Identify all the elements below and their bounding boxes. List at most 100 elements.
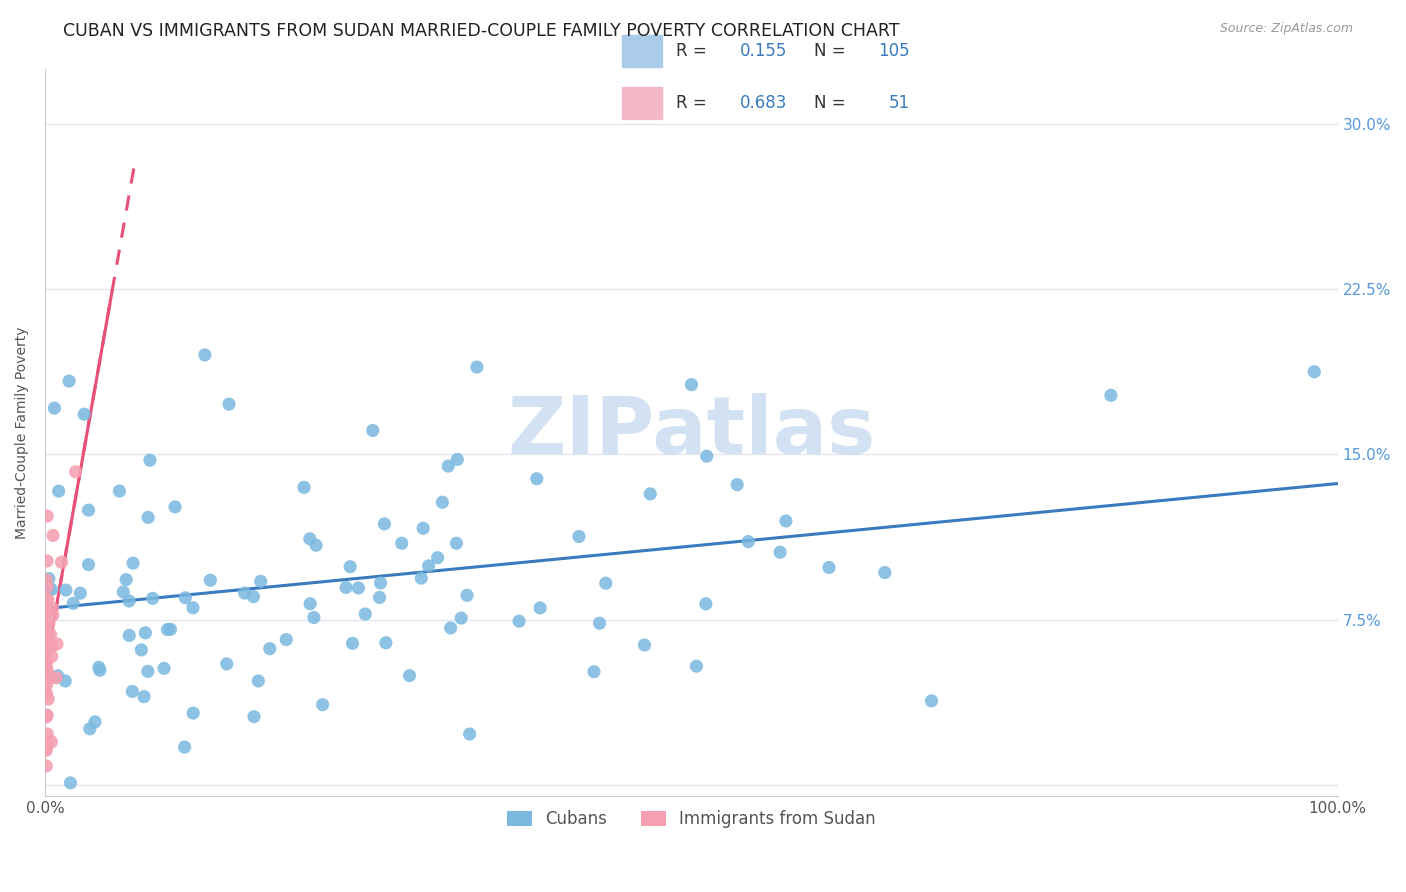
Point — [450, 611, 472, 625]
Point — [48, 484, 70, 499]
Point — [139, 453, 162, 467]
Point — [41, 649, 63, 664]
Point — [440, 621, 463, 635]
Point — [39, 628, 62, 642]
Point — [77, 503, 100, 517]
Point — [37, 580, 59, 594]
Text: R =: R = — [676, 42, 711, 60]
Point — [35, 661, 58, 675]
Point — [233, 586, 256, 600]
Point — [456, 588, 478, 602]
Point — [200, 574, 222, 588]
Point — [446, 536, 468, 550]
Point — [373, 516, 395, 531]
Point — [136, 665, 159, 679]
Point — [696, 449, 718, 463]
Point — [37, 592, 59, 607]
Text: N =: N = — [814, 42, 851, 60]
Point — [181, 706, 204, 720]
Point — [35, 632, 58, 647]
Point — [134, 625, 156, 640]
Point — [165, 500, 187, 514]
Point — [368, 591, 391, 605]
Point — [35, 708, 58, 723]
Point — [46, 669, 69, 683]
Point — [59, 776, 82, 790]
Point — [681, 377, 703, 392]
Point — [131, 643, 153, 657]
Point — [529, 601, 551, 615]
Point — [354, 607, 377, 621]
Point — [311, 698, 333, 712]
Point — [342, 636, 364, 650]
Point — [685, 659, 707, 673]
Point — [568, 529, 591, 543]
Point — [292, 480, 315, 494]
Text: 105: 105 — [879, 42, 910, 60]
Point — [73, 407, 96, 421]
Point — [595, 576, 617, 591]
Point — [69, 586, 91, 600]
Point — [84, 714, 107, 729]
Point — [305, 538, 328, 552]
Point — [35, 617, 58, 632]
Point — [35, 678, 58, 692]
Point — [37, 664, 59, 678]
Point — [432, 495, 454, 509]
Point — [122, 556, 145, 570]
Point — [37, 727, 59, 741]
Point — [218, 397, 240, 411]
Point — [921, 694, 943, 708]
Point — [335, 581, 357, 595]
Text: ZIPatlas: ZIPatlas — [508, 393, 876, 471]
Point — [181, 600, 204, 615]
Point — [35, 735, 58, 749]
Point — [775, 514, 797, 528]
Point — [38, 582, 60, 596]
Point — [1099, 388, 1122, 402]
Point — [582, 665, 605, 679]
Point — [37, 606, 59, 620]
Point — [588, 616, 610, 631]
Point — [247, 673, 270, 688]
Point — [249, 574, 271, 589]
Point — [79, 722, 101, 736]
Point — [35, 709, 58, 723]
Point — [42, 608, 65, 623]
Point — [302, 610, 325, 624]
Point — [769, 545, 792, 559]
Text: R =: R = — [676, 94, 711, 112]
Point — [298, 532, 321, 546]
Point — [87, 660, 110, 674]
Point — [108, 483, 131, 498]
Point — [37, 509, 59, 524]
Point — [142, 591, 165, 606]
Point — [42, 528, 65, 542]
Point — [374, 636, 396, 650]
Point — [695, 597, 717, 611]
Point — [35, 687, 58, 701]
Point — [35, 619, 58, 633]
Point — [35, 664, 58, 678]
Point — [159, 623, 181, 637]
Point — [242, 590, 264, 604]
Point — [45, 671, 67, 685]
Point — [115, 573, 138, 587]
Point — [41, 639, 63, 653]
Point — [526, 472, 548, 486]
FancyBboxPatch shape — [621, 87, 662, 119]
Point — [370, 576, 392, 591]
Legend: Cubans, Immigrants from Sudan: Cubans, Immigrants from Sudan — [501, 804, 882, 835]
Point — [174, 591, 197, 605]
Point — [89, 663, 111, 677]
Point — [339, 559, 361, 574]
Point — [37, 633, 59, 648]
Point — [633, 638, 655, 652]
Text: CUBAN VS IMMIGRANTS FROM SUDAN MARRIED-COUPLE FAMILY POVERTY CORRELATION CHART: CUBAN VS IMMIGRANTS FROM SUDAN MARRIED-C… — [63, 22, 900, 40]
Point — [465, 359, 488, 374]
Point — [62, 596, 84, 610]
Point — [35, 653, 58, 667]
Point — [446, 452, 468, 467]
Point — [44, 401, 66, 416]
Point — [118, 628, 141, 642]
